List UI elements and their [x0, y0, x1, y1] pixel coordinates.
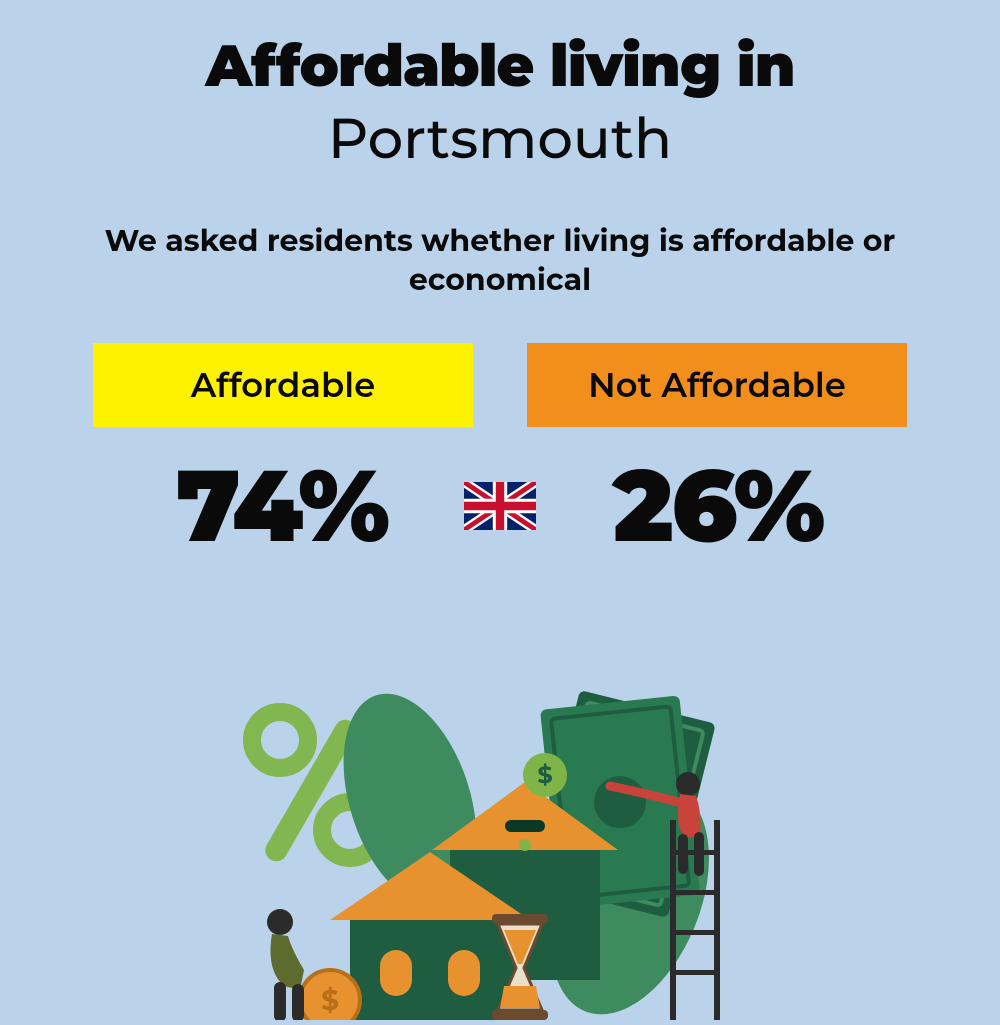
svg-text:$: $ [321, 984, 339, 1018]
affordable-percent: 74% [92, 445, 472, 567]
badge-row: Affordable Not Affordable [0, 343, 1000, 427]
affordable-badge: Affordable [93, 343, 473, 427]
svg-text:$: $ [537, 761, 552, 790]
money-house-illustration-icon: $ $ [200, 680, 800, 1020]
affordable-label: Affordable [191, 364, 376, 406]
title-line-2: Portsmouth [0, 105, 1000, 173]
uk-flag-icon [464, 482, 536, 530]
not-affordable-percent: 26% [528, 445, 908, 567]
percent-row: 74% 26% [0, 445, 1000, 567]
not-affordable-badge: Not Affordable [527, 343, 907, 427]
not-affordable-label: Not Affordable [588, 364, 846, 406]
infographic-root: Affordable living in Portsmouth We asked… [0, 0, 1000, 567]
subtitle-text: We asked residents whether living is aff… [0, 221, 1000, 299]
title-line-1: Affordable living in [0, 30, 1000, 101]
